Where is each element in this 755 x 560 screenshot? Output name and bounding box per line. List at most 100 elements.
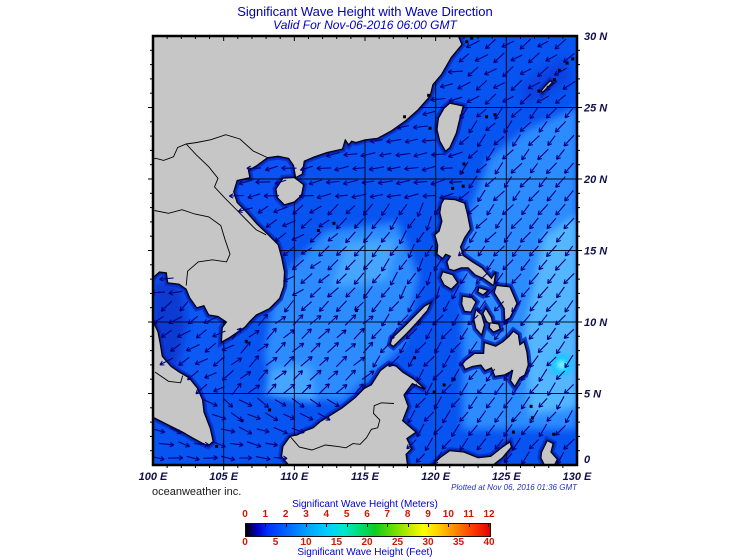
wave-arrow (238, 179, 253, 186)
wave-arrow (327, 232, 339, 242)
wave-arrow (282, 383, 296, 395)
lat-axis-label: 30 N (584, 31, 608, 43)
colorbar-tick-mark (245, 524, 246, 527)
wave-arrow (334, 165, 349, 172)
wave-arrow (413, 152, 428, 158)
small-island (557, 68, 561, 72)
wave-arrow (493, 52, 505, 64)
wave-arrow (265, 356, 278, 366)
wave-arrow (406, 439, 417, 450)
wave-arrow (529, 355, 539, 368)
country-border (154, 371, 184, 384)
wave-arrow (529, 383, 539, 395)
wave-arrow (547, 273, 556, 285)
wave-arrow (555, 231, 565, 243)
wave-arrow (494, 410, 504, 423)
wave-arrow (395, 152, 411, 158)
wave-arrow (299, 193, 314, 199)
wave-arrow (308, 179, 323, 186)
wave-arrow (555, 370, 566, 381)
wave-arrow (362, 315, 374, 325)
wave-arrow (421, 165, 437, 172)
land-mass (461, 295, 477, 313)
wave-arrow (237, 207, 253, 214)
wave-arrow (368, 166, 385, 172)
colorbar-tick-mark (285, 524, 287, 527)
wave-arrow (510, 162, 523, 174)
wave-arrow (457, 245, 470, 257)
colorbar-tick-mark (306, 524, 307, 527)
wave-arrow (187, 315, 199, 325)
wave-arrow (345, 231, 356, 244)
wave-arrow (399, 341, 407, 354)
small-island (427, 93, 431, 97)
wave-arrow (432, 314, 444, 326)
wave-arrow (546, 411, 557, 422)
wave-arrow (486, 259, 495, 271)
wave-arrow (345, 369, 356, 381)
wave-arrow (168, 290, 183, 296)
wave-arrow (345, 204, 356, 215)
wave-arrow (397, 314, 409, 326)
wave-arrow (477, 245, 486, 257)
wave-arrow (494, 272, 504, 285)
wave-arrow (194, 441, 210, 448)
wave-arrow (248, 329, 260, 338)
wave-arrow (492, 190, 505, 202)
legend-feet-tick: 30 (422, 537, 434, 548)
wave-arrow (501, 204, 514, 216)
wave-arrow (351, 193, 367, 200)
small-island (552, 432, 556, 436)
legend-meters-tick: 3 (303, 509, 309, 520)
wave-arrow (354, 301, 364, 311)
small-island (403, 115, 407, 119)
wave-arrow (264, 165, 278, 172)
wave-arrow (274, 370, 287, 380)
wave-arrow (546, 217, 557, 230)
wave-arrow (537, 231, 549, 244)
wave-arrow (459, 161, 469, 175)
wave-arrow (204, 342, 217, 353)
legend-meters-tick: 10 (442, 509, 454, 520)
land-mass (440, 271, 459, 290)
wave-arrow (335, 246, 347, 257)
wave-arrow (545, 80, 558, 91)
wave-arrow (476, 108, 487, 118)
wave-arrow (416, 423, 425, 438)
wave-arrow (381, 258, 390, 272)
wave-arrow (255, 179, 271, 185)
wave-arrow (318, 245, 330, 257)
wave-arrow (477, 189, 486, 203)
wave-arrow (486, 203, 495, 216)
wave-arrow (501, 40, 515, 48)
wave-arrow (407, 355, 415, 368)
wave-arrow (203, 455, 218, 461)
wave-arrow (529, 300, 539, 312)
small-island (461, 184, 465, 188)
wave-arrow (469, 231, 477, 244)
wave-arrow (468, 341, 478, 355)
wave-arrow (563, 328, 575, 339)
wave-arrow (465, 40, 480, 49)
lon-axis-label: 120 E (421, 471, 450, 483)
high-wave-spot-core (556, 360, 566, 370)
wave-arrow (512, 134, 521, 147)
wave-arrow (458, 136, 470, 146)
wave-arrow (537, 40, 549, 48)
small-island (552, 78, 556, 82)
wave-arrow (556, 286, 565, 299)
wave-arrow (221, 369, 234, 381)
wave-arrow (555, 176, 566, 188)
legend-feet-tick: 0 (242, 537, 248, 548)
legend-feet-tick: 5 (272, 537, 279, 548)
wave-arrow (389, 271, 398, 286)
wave-arrow (425, 216, 432, 231)
legend-feet-tick: 20 (361, 537, 373, 548)
land-mass (436, 102, 464, 152)
wave-arrow (257, 205, 269, 214)
colorbar-tick-mark (265, 524, 267, 527)
wave-arrow (476, 383, 487, 395)
wave-arrow (563, 273, 575, 285)
wave-arrow (545, 245, 557, 258)
lon-axis-label: 105 E (209, 471, 238, 483)
